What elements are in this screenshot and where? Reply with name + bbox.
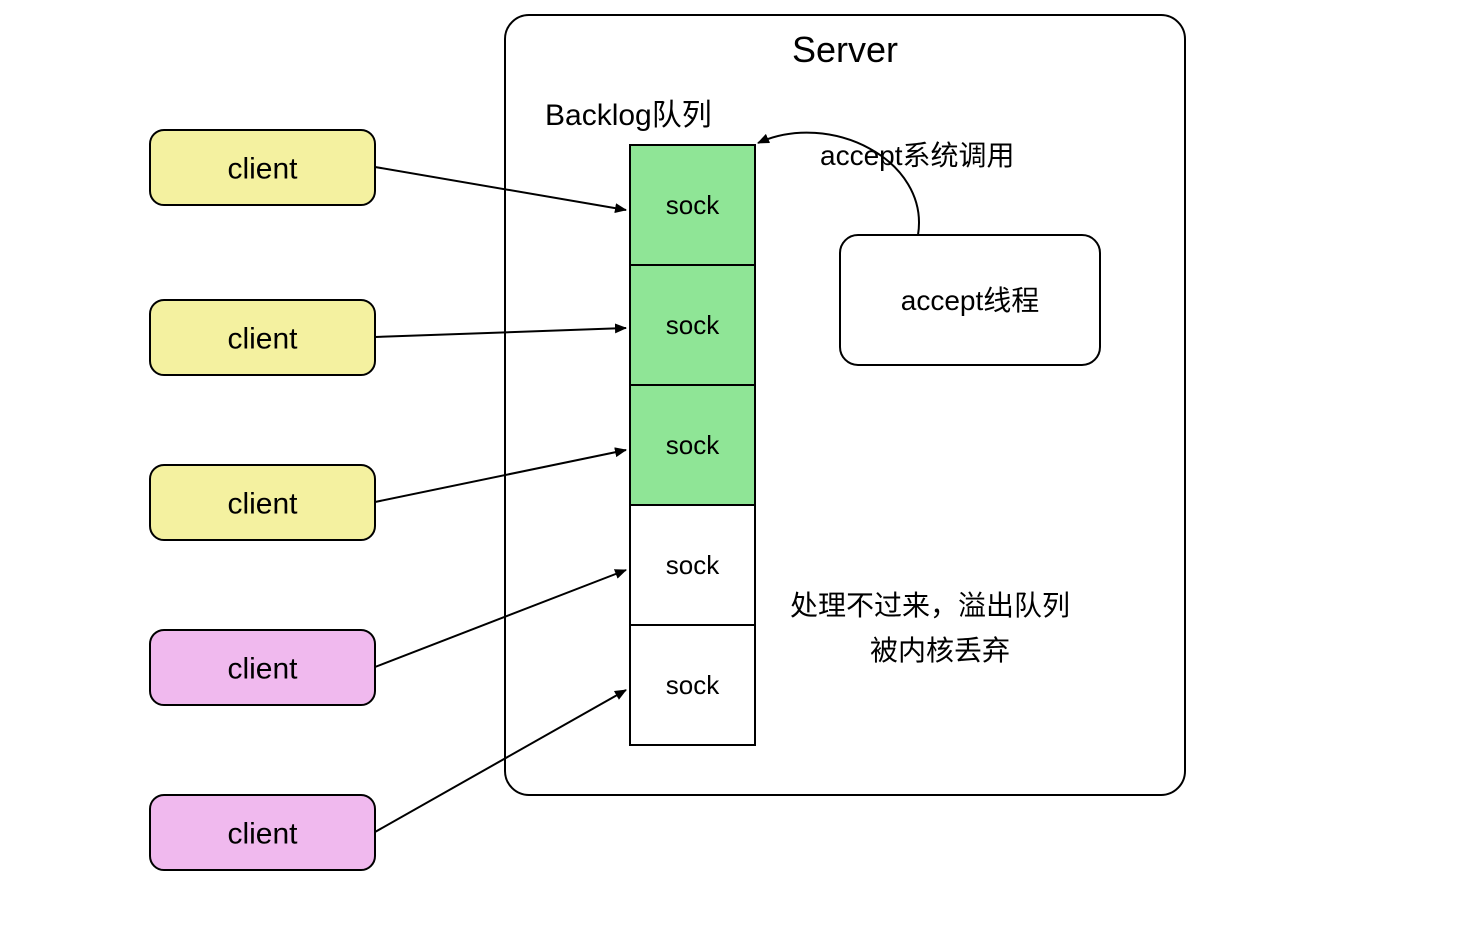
client-label: client [227, 153, 298, 186]
clients-group: client client client client client [150, 130, 375, 870]
overflow-text-line2: 被内核丢弃 [870, 635, 1010, 666]
accept-thread-label: accept线程 [901, 285, 1040, 316]
client-label: client [227, 488, 298, 521]
server-label: Server [792, 29, 898, 70]
queue-cell-label: sock [666, 670, 720, 700]
backlog-queue: sock sock sock sock sock [630, 145, 755, 745]
client-arrow [375, 328, 626, 337]
server-box [505, 15, 1185, 795]
accept-syscall-label: accept系统调用 [820, 140, 1015, 171]
client-arrow [375, 450, 626, 502]
queue-cell-label: sock [666, 190, 720, 220]
client-arrow [375, 690, 626, 832]
queue-cell-label: sock [666, 310, 720, 340]
client-label: client [227, 818, 298, 851]
client-arrow [375, 167, 626, 210]
queue-cell-label: sock [666, 550, 720, 580]
backlog-queue-label: Backlog队列 [545, 99, 712, 132]
client-label: client [227, 653, 298, 686]
client-label: client [227, 323, 298, 356]
client-arrows [375, 167, 626, 832]
overflow-text-line1: 处理不过来，溢出队列 [790, 590, 1070, 621]
client-arrow [375, 570, 626, 667]
backlog-diagram: Server Backlog队列 sock sock sock sock sock ac… [0, 0, 1478, 948]
queue-cell-label: sock [666, 430, 720, 460]
